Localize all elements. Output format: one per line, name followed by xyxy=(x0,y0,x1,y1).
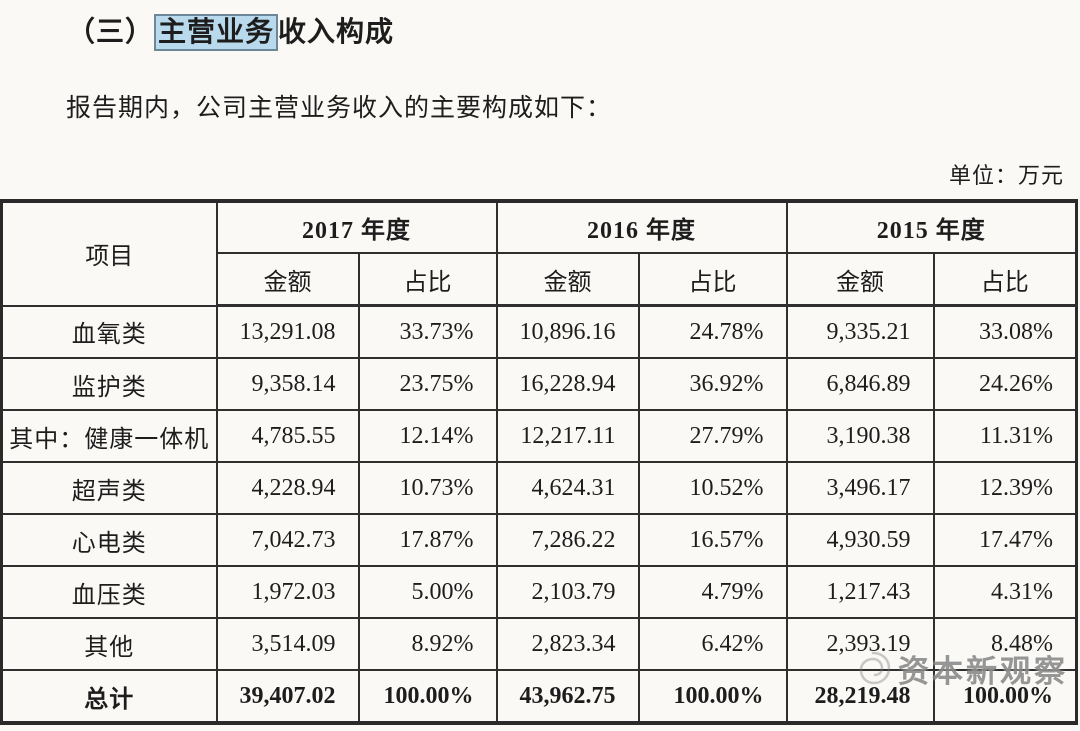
share-cell: 4.79% xyxy=(637,565,788,619)
amount-cell: 12,217.11 xyxy=(495,409,640,463)
row-item-label: 血压类 xyxy=(0,565,218,619)
amount-cell: 1,217.43 xyxy=(785,565,935,619)
row-item-label: 超声类 xyxy=(0,461,218,515)
share-cell: 17.47% xyxy=(932,513,1078,567)
amount-cell: 43,962.75 xyxy=(495,669,640,724)
share-cell: 27.79% xyxy=(637,409,788,463)
col-header-item: 项目 xyxy=(0,200,218,307)
amount-cell: 4,785.55 xyxy=(215,409,360,463)
amount-cell: 3,496.17 xyxy=(785,461,935,515)
share-cell: 12.14% xyxy=(357,409,498,463)
intro-text: 报告期内，公司主营业务收入的主要构成如下： xyxy=(66,95,613,122)
share-cell: 24.78% xyxy=(637,304,788,359)
amount-cell: 39,407.02 xyxy=(215,669,360,724)
share-cell: 36.92% xyxy=(637,357,788,411)
sub-header-amount: 金额 xyxy=(215,252,360,307)
sub-header-share: 占比 xyxy=(637,252,788,307)
row-item-label: 其中：健康一体机 xyxy=(0,409,218,463)
amount-cell: 13,291.08 xyxy=(215,304,360,359)
amount-cell: 2,823.34 xyxy=(495,617,640,671)
amount-cell: 10,896.16 xyxy=(495,304,640,359)
table-header-row-years: 项目 2017 年度 2016 年度 2015 年度 xyxy=(0,200,1078,307)
amount-cell: 16,228.94 xyxy=(495,357,640,411)
table-row: 其中：健康一体机 4,785.55 12.14% 12,217.11 27.79% 3,1… xyxy=(0,409,1078,463)
share-cell: 33.08% xyxy=(932,304,1078,359)
table-row: 血压类 1,972.03 5.00% 2,103.79 4.79% 1,217.43 4.3… xyxy=(0,565,1078,619)
revenue-composition-table: 项目 2017 年度 2016 年度 2015 年度 金额 占比 金额 占比 金额 占比 … xyxy=(0,199,1078,725)
share-cell: 4.31% xyxy=(932,565,1078,619)
table-row: 其他 3,514.09 8.92% 2,823.34 6.42% 2,393.19 8.48… xyxy=(0,617,1078,671)
table-row: 心电类 7,042.73 17.87% 7,286.22 16.57% 4,930.59 1… xyxy=(0,513,1078,567)
share-cell: 100.00% xyxy=(357,669,498,724)
row-item-label: 监护类 xyxy=(0,357,218,411)
sub-header-amount: 金额 xyxy=(785,252,935,307)
share-cell: 24.26% xyxy=(932,357,1078,411)
amount-cell: 4,930.59 xyxy=(785,513,935,567)
share-cell: 6.42% xyxy=(637,617,788,671)
sub-header-amount: 金额 xyxy=(495,252,640,307)
table-row: 血氧类 13,291.08 33.73% 10,896.16 24.78% 9,335.2… xyxy=(0,304,1078,359)
col-header-2015: 2015 年度 xyxy=(785,200,1078,254)
amount-cell: 3,190.38 xyxy=(785,409,935,463)
share-cell: 16.57% xyxy=(637,513,788,567)
amount-cell: 4,624.31 xyxy=(495,461,640,515)
row-item-label: 其他 xyxy=(0,617,218,671)
amount-cell: 1,972.03 xyxy=(215,565,360,619)
amount-cell: 2,393.19 xyxy=(785,617,935,671)
table-header-row-sub: 金额 占比 金额 占比 金额 占比 xyxy=(2,252,1078,307)
col-header-2016: 2016 年度 xyxy=(495,200,788,254)
amount-cell: 6,846.89 xyxy=(785,357,935,411)
share-cell: 23.75% xyxy=(357,357,498,411)
share-cell: 8.48% xyxy=(932,617,1078,671)
amount-cell: 4,228.94 xyxy=(215,461,360,515)
sub-header-share: 占比 xyxy=(357,252,498,307)
amount-cell: 28,219.48 xyxy=(785,669,935,724)
amount-cell: 2,103.79 xyxy=(495,565,640,619)
share-cell: 10.73% xyxy=(357,461,498,515)
share-cell: 5.00% xyxy=(357,565,498,619)
share-cell: 8.92% xyxy=(357,617,498,671)
share-cell: 17.87% xyxy=(357,513,498,567)
heading-highlight: 主营业务 xyxy=(154,14,279,51)
row-item-label: 心电类 xyxy=(0,513,218,567)
share-cell: 33.73% xyxy=(357,304,498,359)
row-item-label: 总计 xyxy=(0,669,218,724)
section-heading: （三） 主营业务 收入构成 xyxy=(67,10,395,51)
col-header-2017: 2017 年度 xyxy=(215,200,498,254)
sub-header-share: 占比 xyxy=(932,252,1078,307)
table-row: 超声类 4,228.94 10.73% 4,624.31 10.52% 3,496.17 1… xyxy=(0,461,1078,515)
amount-cell: 9,358.14 xyxy=(215,357,360,411)
share-cell: 12.39% xyxy=(932,461,1078,515)
amount-cell: 9,335.21 xyxy=(785,304,935,359)
amount-cell: 7,042.73 xyxy=(215,513,360,567)
unit-label: 单位：万元 xyxy=(948,163,1064,188)
share-cell: 100.00% xyxy=(637,669,788,724)
amount-cell: 7,286.22 xyxy=(495,513,640,567)
heading-prefix: （三） xyxy=(67,17,155,48)
share-cell: 10.52% xyxy=(637,461,788,515)
table-row: 监护类 9,358.14 23.75% 16,228.94 36.92% 6,846.89… xyxy=(0,357,1078,411)
share-cell: 100.00% xyxy=(932,669,1078,724)
heading-suffix: 收入构成 xyxy=(278,17,395,48)
share-cell: 11.31% xyxy=(932,409,1078,463)
row-item-label: 血氧类 xyxy=(0,304,218,359)
table-row: 总计 39,407.02 100.00% 43,962.75 100.00% 28,219… xyxy=(0,669,1078,724)
amount-cell: 3,514.09 xyxy=(215,617,360,671)
